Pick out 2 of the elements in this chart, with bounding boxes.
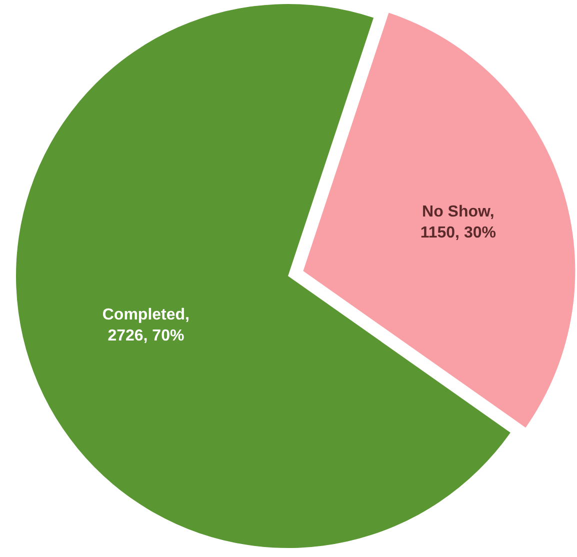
slice-label: Completed, 2726, 70% bbox=[102, 306, 190, 344]
slice-label: No Show, 1150, 30% bbox=[420, 204, 496, 242]
